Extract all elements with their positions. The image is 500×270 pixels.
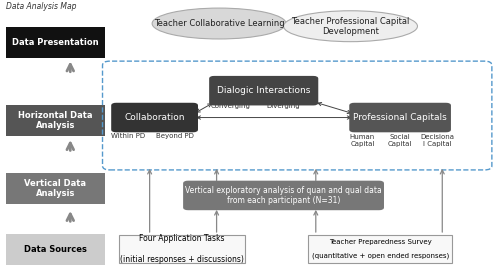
Text: Vertical exploratory analysis of quan and qual data
from each participant (N=31): Vertical exploratory analysis of quan an… bbox=[185, 186, 382, 205]
Text: Professional Capitals: Professional Capitals bbox=[353, 113, 447, 122]
FancyBboxPatch shape bbox=[6, 105, 105, 136]
Text: Collaboration: Collaboration bbox=[124, 113, 185, 122]
FancyBboxPatch shape bbox=[183, 181, 384, 210]
Text: Data Sources: Data Sources bbox=[24, 245, 87, 254]
Text: Decisiona
l Capital: Decisiona l Capital bbox=[421, 134, 455, 147]
Text: Within PD: Within PD bbox=[111, 133, 146, 139]
Text: Four Application Tasks

(initial responses + discussions): Four Application Tasks (initial response… bbox=[120, 234, 244, 264]
Text: Vertical Data
Analysis: Vertical Data Analysis bbox=[24, 179, 86, 198]
Text: Dialogic Interactions: Dialogic Interactions bbox=[217, 86, 310, 95]
Text: Data Presentation: Data Presentation bbox=[12, 38, 99, 47]
FancyBboxPatch shape bbox=[118, 235, 245, 263]
Ellipse shape bbox=[284, 11, 418, 42]
Text: Diverging: Diverging bbox=[266, 103, 300, 109]
Text: Teacher Collaborative Learning: Teacher Collaborative Learning bbox=[154, 19, 284, 28]
Text: Beyond PD: Beyond PD bbox=[156, 133, 194, 139]
FancyBboxPatch shape bbox=[6, 234, 105, 265]
Text: Teacher Preparedness Survey

(quantitative + open ended responses): Teacher Preparedness Survey (quantitativ… bbox=[312, 239, 449, 259]
Text: Converging: Converging bbox=[210, 103, 250, 109]
FancyBboxPatch shape bbox=[350, 103, 451, 132]
Text: Human
Capital: Human Capital bbox=[350, 134, 375, 147]
FancyBboxPatch shape bbox=[6, 173, 105, 204]
Text: Horizontal Data
Analysis: Horizontal Data Analysis bbox=[18, 110, 92, 130]
Text: Social
Capital: Social Capital bbox=[388, 134, 412, 147]
Text: Teacher Professional Capital
Development: Teacher Professional Capital Development bbox=[292, 16, 410, 36]
Ellipse shape bbox=[152, 8, 286, 39]
Text: Data Analysis Map: Data Analysis Map bbox=[6, 2, 76, 11]
FancyBboxPatch shape bbox=[308, 235, 452, 263]
FancyBboxPatch shape bbox=[6, 27, 105, 58]
FancyBboxPatch shape bbox=[209, 76, 318, 106]
FancyBboxPatch shape bbox=[111, 103, 198, 132]
